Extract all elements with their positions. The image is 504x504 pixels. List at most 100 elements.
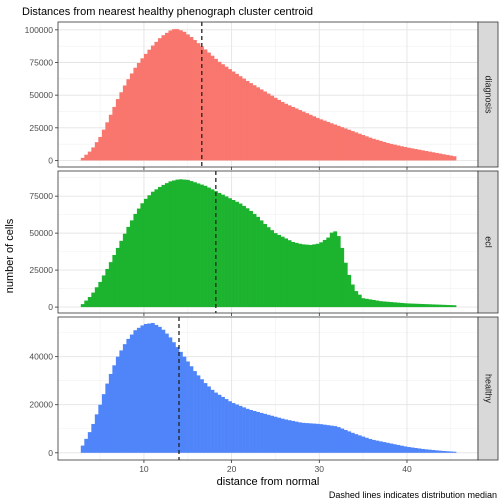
histogram-bar	[406, 303, 411, 308]
histogram-bar	[186, 34, 190, 161]
histogram-bar	[112, 365, 117, 453]
histogram-bar	[87, 151, 92, 161]
histogram-bar	[186, 179, 190, 308]
histogram-bar	[224, 399, 229, 453]
histogram-bar	[242, 78, 246, 161]
histogram-bar	[382, 442, 387, 453]
histogram-bar	[249, 410, 253, 453]
histogram-bar	[287, 105, 292, 161]
histogram-bar	[171, 342, 176, 453]
histogram-bar	[322, 239, 327, 308]
histogram-bar	[347, 274, 352, 308]
histogram-bar	[129, 334, 134, 453]
histogram-bar	[368, 137, 373, 161]
histogram-bar	[298, 243, 303, 308]
histogram-bar	[157, 326, 162, 453]
histogram-bar	[189, 181, 194, 308]
histogram-bar	[322, 424, 327, 453]
histogram-bar	[305, 423, 310, 453]
histogram-bar	[221, 194, 225, 308]
histogram-bar	[161, 329, 166, 453]
histogram-bar	[340, 247, 345, 308]
histogram-bar	[294, 242, 299, 308]
histogram-bar	[147, 49, 152, 161]
histogram-bar	[245, 208, 250, 308]
histogram-bar	[333, 231, 338, 308]
histogram-bar	[298, 110, 303, 161]
histogram-bar	[256, 411, 260, 453]
histogram-bar	[385, 301, 390, 308]
histogram-bar	[361, 134, 366, 161]
histogram-bar	[221, 64, 225, 161]
histogram-bar	[308, 244, 313, 308]
histogram-bar	[277, 234, 282, 308]
histogram-bar	[445, 304, 450, 308]
histogram-bar	[392, 444, 397, 453]
histogram-bar	[164, 183, 169, 308]
histogram-bar	[319, 119, 324, 161]
histogram-bar	[84, 300, 89, 308]
histogram-bar	[266, 414, 271, 453]
histogram-bar	[105, 383, 110, 453]
histogram-bar	[315, 423, 320, 453]
histogram-bar	[224, 66, 229, 161]
histogram-bar	[252, 85, 257, 161]
histogram-bar	[270, 230, 274, 308]
histogram-bar	[228, 401, 232, 453]
histogram-bar	[438, 304, 443, 308]
histogram-bar	[298, 422, 303, 453]
histogram-bar	[231, 199, 236, 308]
histogram-bar	[340, 127, 345, 161]
histogram-bar	[157, 186, 162, 308]
histogram-bar	[428, 449, 432, 453]
histogram-bar	[150, 191, 155, 308]
histogram-bar	[203, 185, 208, 308]
histogram-bar	[140, 203, 145, 308]
histogram-bar	[98, 281, 103, 308]
histogram-bar	[389, 143, 394, 161]
panel-healthy: healthy 0 20000 40000 10 20 30 40	[29, 316, 499, 474]
y-axis-label: number of cells	[4, 218, 16, 293]
histogram-bar	[326, 121, 331, 161]
histogram-bar	[171, 180, 176, 308]
histogram-bar	[108, 373, 113, 453]
histogram-bar	[308, 114, 313, 161]
chart-caption: Dashed lines indicates distribution medi…	[329, 490, 497, 500]
y-tick-label: 0	[48, 155, 53, 165]
histogram-bar	[98, 136, 103, 161]
histogram-bar	[354, 132, 359, 161]
histogram-bar	[399, 445, 404, 453]
histogram-bar	[91, 292, 96, 308]
histogram-bar	[326, 237, 331, 308]
histogram-bar	[175, 347, 180, 453]
histogram-bar	[413, 447, 418, 453]
histogram-bar	[200, 184, 204, 308]
histogram-bar	[80, 157, 85, 161]
histogram-bar	[273, 416, 278, 453]
histogram-bar	[361, 298, 366, 308]
histogram-bar	[403, 303, 408, 308]
y-tick-label: 40000	[29, 352, 53, 362]
histogram-bar	[207, 386, 211, 453]
histogram-bar	[287, 240, 292, 308]
histogram-bar	[140, 325, 145, 453]
histogram-bar	[168, 30, 173, 161]
histogram-bar	[315, 243, 320, 308]
x-tick-label: 40	[402, 464, 412, 474]
histogram-bar	[277, 417, 282, 453]
histogram-bar	[164, 333, 169, 453]
histogram-bar	[438, 153, 443, 161]
histogram-bar	[354, 434, 359, 453]
histogram-bar	[115, 356, 120, 453]
histogram-bar	[347, 129, 352, 161]
y-tick-label: 25000	[29, 123, 53, 133]
histogram-bars	[80, 29, 457, 161]
histogram-bar	[364, 437, 369, 453]
histogram-bar	[217, 61, 222, 161]
y-tick-label: 100000	[25, 25, 54, 35]
histogram-bar	[357, 294, 362, 308]
histogram-bar	[91, 147, 96, 161]
histogram-bar	[417, 448, 422, 453]
histogram-bar	[143, 323, 148, 453]
